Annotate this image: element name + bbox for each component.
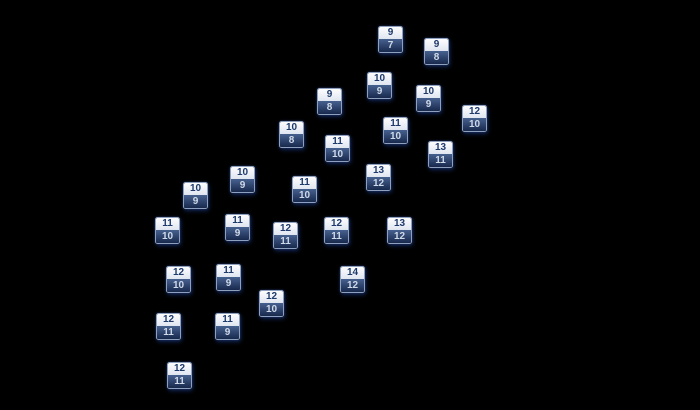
high-temp-value: 11 [156, 218, 179, 230]
low-temp-value: 9 [226, 227, 249, 240]
low-temp-value: 9 [231, 179, 254, 192]
high-temp-value: 10 [184, 183, 207, 195]
low-temp-value: 9 [417, 98, 440, 111]
high-temp-value: 11 [384, 118, 407, 130]
high-temp-value: 12 [260, 291, 283, 303]
low-temp-value: 12 [367, 177, 390, 190]
low-temp-value: 10 [326, 148, 349, 161]
low-temp-value: 11 [157, 326, 180, 339]
high-temp-value: 9 [425, 39, 448, 51]
high-temp-value: 13 [429, 142, 452, 154]
low-temp-value: 9 [184, 195, 207, 208]
temp-marker[interactable]: 11 10 [325, 135, 350, 162]
temp-marker[interactable]: 12 10 [166, 266, 191, 293]
high-temp-value: 12 [167, 267, 190, 279]
high-temp-value: 11 [226, 215, 249, 227]
high-temp-value: 12 [463, 106, 486, 118]
temp-marker[interactable]: 13 12 [387, 217, 412, 244]
temp-marker[interactable]: 12 11 [167, 362, 192, 389]
temp-marker[interactable]: 11 9 [215, 313, 240, 340]
low-temp-value: 8 [280, 134, 303, 147]
low-temp-value: 8 [425, 51, 448, 64]
high-temp-value: 11 [293, 177, 316, 189]
low-temp-value: 11 [274, 235, 297, 248]
low-temp-value: 10 [463, 118, 486, 131]
high-temp-value: 11 [326, 136, 349, 148]
low-temp-value: 11 [429, 154, 452, 167]
low-temp-value: 9 [368, 85, 391, 98]
high-temp-value: 10 [417, 86, 440, 98]
low-temp-value: 10 [384, 130, 407, 143]
temp-marker[interactable]: 14 12 [340, 266, 365, 293]
low-temp-value: 11 [168, 375, 191, 388]
low-temp-value: 10 [260, 303, 283, 316]
temp-marker[interactable]: 11 10 [292, 176, 317, 203]
temp-marker[interactable]: 10 9 [183, 182, 208, 209]
high-temp-value: 11 [216, 314, 239, 326]
temp-marker[interactable]: 12 10 [259, 290, 284, 317]
low-temp-value: 9 [217, 277, 240, 290]
low-temp-value: 10 [156, 230, 179, 243]
low-temp-value: 12 [388, 230, 411, 243]
low-temp-value: 10 [293, 189, 316, 202]
high-temp-value: 13 [367, 165, 390, 177]
high-temp-value: 12 [168, 363, 191, 375]
temp-marker[interactable]: 11 9 [216, 264, 241, 291]
high-temp-value: 12 [325, 218, 348, 230]
temp-marker[interactable]: 9 8 [317, 88, 342, 115]
temp-marker[interactable]: 10 9 [367, 72, 392, 99]
high-temp-value: 10 [280, 122, 303, 134]
high-temp-value: 10 [231, 167, 254, 179]
low-temp-value: 9 [216, 326, 239, 339]
low-temp-value: 10 [167, 279, 190, 292]
temp-marker[interactable]: 13 11 [428, 141, 453, 168]
temp-marker[interactable]: 12 11 [156, 313, 181, 340]
temp-marker[interactable]: 12 10 [462, 105, 487, 132]
temp-marker[interactable]: 11 10 [383, 117, 408, 144]
temp-marker[interactable]: 10 8 [279, 121, 304, 148]
high-temp-value: 10 [368, 73, 391, 85]
high-temp-value: 14 [341, 267, 364, 279]
temp-marker[interactable]: 9 7 [378, 26, 403, 53]
high-temp-value: 9 [379, 27, 402, 39]
temp-marker[interactable]: 10 9 [230, 166, 255, 193]
temp-marker[interactable]: 11 10 [155, 217, 180, 244]
high-temp-value: 9 [318, 89, 341, 101]
low-temp-value: 12 [341, 279, 364, 292]
temp-marker[interactable]: 12 11 [324, 217, 349, 244]
high-temp-value: 13 [388, 218, 411, 230]
high-temp-value: 12 [274, 223, 297, 235]
low-temp-value: 8 [318, 101, 341, 114]
low-temp-value: 11 [325, 230, 348, 243]
temp-marker[interactable]: 13 12 [366, 164, 391, 191]
temp-marker[interactable]: 11 9 [225, 214, 250, 241]
temp-marker[interactable]: 12 11 [273, 222, 298, 249]
high-temp-value: 11 [217, 265, 240, 277]
low-temp-value: 7 [379, 39, 402, 52]
high-temp-value: 12 [157, 314, 180, 326]
temp-marker[interactable]: 9 8 [424, 38, 449, 65]
temp-marker[interactable]: 10 9 [416, 85, 441, 112]
